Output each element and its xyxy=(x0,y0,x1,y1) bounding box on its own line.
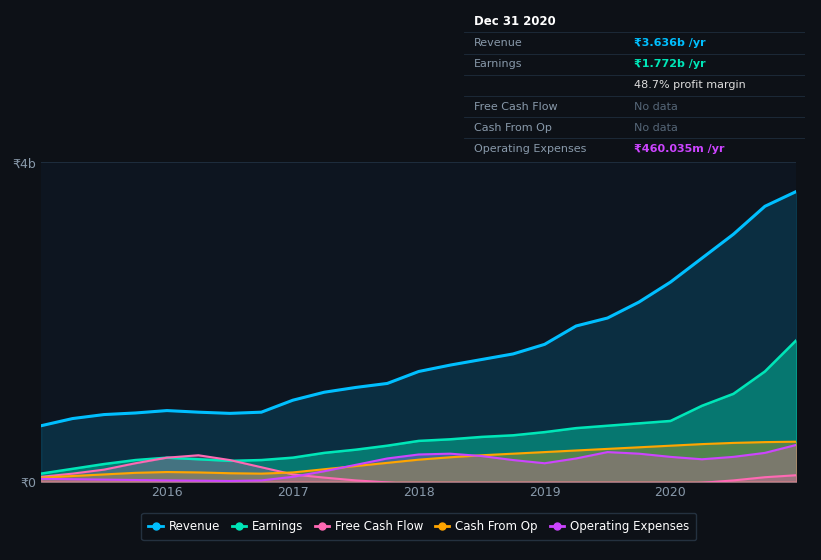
Text: Operating Expenses: Operating Expenses xyxy=(474,144,586,154)
Text: Revenue: Revenue xyxy=(474,38,523,48)
Text: Free Cash Flow: Free Cash Flow xyxy=(474,101,557,111)
Text: ₹1.772b /yr: ₹1.772b /yr xyxy=(635,59,706,69)
Text: Cash From Op: Cash From Op xyxy=(474,123,552,133)
Legend: Revenue, Earnings, Free Cash Flow, Cash From Op, Operating Expenses: Revenue, Earnings, Free Cash Flow, Cash … xyxy=(141,513,696,540)
Text: No data: No data xyxy=(635,123,678,133)
Text: Earnings: Earnings xyxy=(474,59,523,69)
Text: ₹3.636b /yr: ₹3.636b /yr xyxy=(635,38,706,48)
Text: Dec 31 2020: Dec 31 2020 xyxy=(474,15,556,29)
Text: ₹460.035m /yr: ₹460.035m /yr xyxy=(635,144,725,154)
Text: No data: No data xyxy=(635,101,678,111)
Text: 48.7% profit margin: 48.7% profit margin xyxy=(635,81,746,90)
